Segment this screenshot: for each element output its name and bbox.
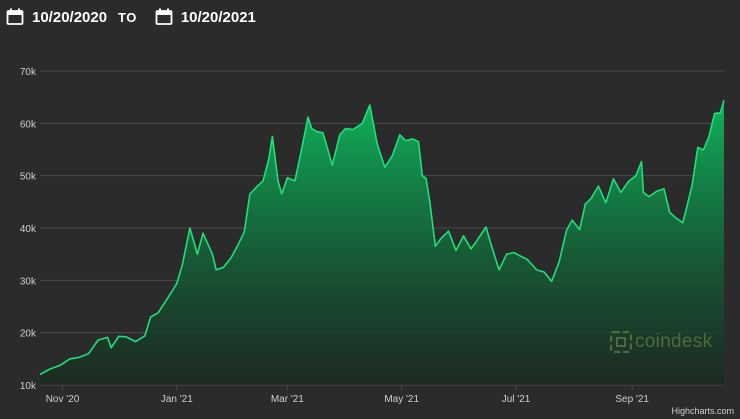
y-tick-label: 70k xyxy=(20,67,37,78)
x-tick-label: Nov '20 xyxy=(46,394,80,405)
calendar-icon[interactable] xyxy=(155,8,173,26)
x-tick-label: Sep '21 xyxy=(615,394,649,405)
series-area xyxy=(40,100,724,386)
x-axis: Nov '20 Jan '21 Mar '21 May '21 Jul '21 Sep '… xyxy=(46,385,649,405)
y-tick-label: 40k xyxy=(20,224,37,235)
x-tick-label: Jan '21 xyxy=(161,394,193,405)
area-fill xyxy=(40,100,724,386)
y-tick-label: 60k xyxy=(20,119,37,130)
watermark-text: coindesk xyxy=(635,331,713,352)
coindesk-logo-icon xyxy=(610,331,632,353)
to-label: TO xyxy=(118,9,137,25)
calendar-icon[interactable] xyxy=(6,8,24,26)
price-line xyxy=(39,100,725,376)
x-tick-label: Jul '21 xyxy=(502,394,531,405)
series-line[interactable] xyxy=(39,100,725,376)
x-tick-label: Mar '21 xyxy=(271,394,304,405)
coindesk-watermark: coindesk xyxy=(610,330,712,354)
y-tick-label: 10k xyxy=(20,381,37,392)
x-tick-label: May '21 xyxy=(384,394,419,405)
end-date-input[interactable] xyxy=(180,8,271,26)
y-axis: 10k 20k 30k 40k 50k 60k 70k xyxy=(20,67,37,392)
date-range-bar: TO xyxy=(0,0,740,34)
y-tick-label: 50k xyxy=(20,172,37,183)
y-tick-label: 20k xyxy=(20,329,37,340)
y-tick-label: 30k xyxy=(20,276,37,287)
start-date-input[interactable] xyxy=(32,8,110,26)
highcharts-credits-link[interactable]: Highcharts.com xyxy=(671,406,734,416)
